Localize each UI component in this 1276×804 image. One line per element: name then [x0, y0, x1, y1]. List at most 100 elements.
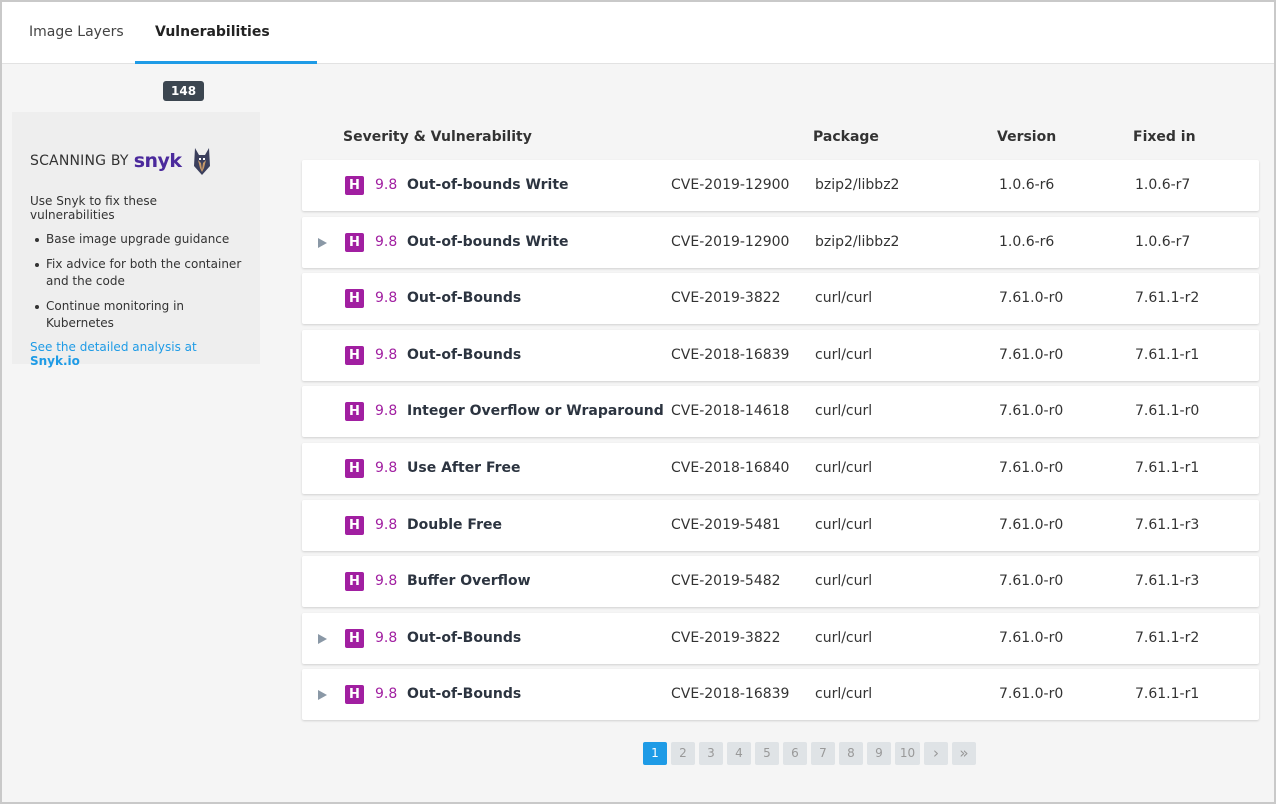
- fixed-in: 7.61.1-r1: [1135, 686, 1200, 703]
- snyk-panel: SCANNING BY snyk Use Snyk to fix these vu…: [12, 112, 260, 368]
- fixed-in: 1.0.6-r7: [1135, 177, 1191, 193]
- intro-text: Use Snyk to fix these vulnerabilities: [30, 194, 157, 222]
- fixed-in: 7.61.1-r0: [1135, 403, 1200, 420]
- header-fixed-in[interactable]: Fixed in: [1133, 129, 1196, 145]
- cve-id: CVE-2019-12900: [671, 177, 790, 193]
- tab-label: Vulnerabilities: [155, 24, 270, 40]
- cvss-score: 9.8: [375, 573, 398, 590]
- page-8-button[interactable]: 8: [839, 742, 863, 765]
- page-5-button[interactable]: 5: [755, 742, 779, 765]
- last-page-button[interactable]: »: [952, 742, 976, 765]
- version: 7.61.0-r0: [999, 516, 1064, 533]
- vulnerability-row[interactable]: H 9.8 Out-of-Bounds CVE-2019-3822 curl/c…: [302, 612, 1259, 664]
- cvss-score: 9.8: [375, 290, 398, 307]
- link-text: See the detailed analysis at: [30, 340, 197, 354]
- vulnerability-name[interactable]: Use After Free: [407, 460, 521, 476]
- page-2-button[interactable]: 2: [671, 742, 695, 765]
- vulnerability-name[interactable]: Integer Overflow or Wraparound: [407, 403, 664, 420]
- tab-vulnerabilities[interactable]: Vulnerabilities 148: [135, 2, 317, 101]
- version: 7.61.0-r0: [999, 290, 1064, 307]
- cvss-score: 9.8: [375, 629, 398, 646]
- cvss-score: 9.8: [375, 177, 398, 193]
- page-6-button[interactable]: 6: [783, 742, 807, 765]
- snyk-analysis-link[interactable]: See the detailed analysis at Snyk.io: [30, 340, 242, 368]
- header-severity[interactable]: Severity & Vulnerability: [343, 129, 532, 145]
- vulnerability-name[interactable]: Out-of-Bounds: [407, 346, 522, 363]
- package-name: curl/curl: [815, 629, 873, 646]
- vulnerability-row[interactable]: H 9.8 Use After Free CVE-2018-16840 curl…: [302, 443, 1259, 494]
- tab-bar: Image Layers Vulnerabilities 148: [2, 2, 1274, 101]
- expand-arrow-icon[interactable]: [318, 633, 327, 644]
- page-1-button[interactable]: 1: [643, 742, 667, 765]
- page-9-button[interactable]: 9: [867, 742, 891, 765]
- vulnerability-name[interactable]: Out-of-Bounds: [407, 629, 522, 646]
- cve-id: CVE-2018-16840: [671, 460, 790, 476]
- vulnerability-name[interactable]: Out-of-bounds Write: [407, 177, 569, 193]
- page-4-button[interactable]: 4: [727, 742, 751, 765]
- cvss-score: 9.8: [375, 346, 398, 363]
- cve-id: CVE-2019-12900: [671, 233, 790, 250]
- severity-badge: H: [345, 459, 364, 478]
- expand-arrow-icon[interactable]: [318, 690, 327, 701]
- vulnerability-row[interactable]: H 9.8 Buffer Overflow CVE-2019-5482 curl…: [302, 556, 1259, 608]
- version: 7.61.0-r0: [999, 460, 1064, 476]
- vulnerability-row[interactable]: H 9.8 Out-of-bounds Write CVE-2019-12900…: [302, 160, 1259, 211]
- vulnerability-row[interactable]: H 9.8 Double Free CVE-2019-5481 curl/cur…: [302, 499, 1259, 551]
- header-package[interactable]: Package: [813, 129, 879, 145]
- tab-label: Image Layers: [29, 24, 124, 40]
- fixed-in: 7.61.1-r3: [1135, 516, 1200, 533]
- benefit-item: Fix advice for both the container and th…: [30, 256, 242, 290]
- vulnerability-row[interactable]: H 9.8 Out-of-Bounds CVE-2018-16839 curl/…: [302, 669, 1259, 721]
- package-name: bzip2/libbz2: [815, 233, 900, 250]
- package-name: curl/curl: [815, 290, 873, 307]
- severity-badge: H: [345, 515, 364, 535]
- vulnerability-name[interactable]: Buffer Overflow: [407, 573, 531, 590]
- version: 1.0.6-r6: [999, 177, 1055, 193]
- vulnerability-name[interactable]: Out-of-bounds Write: [407, 233, 569, 250]
- page-10-button[interactable]: 10: [895, 742, 920, 765]
- cvss-score: 9.8: [375, 403, 398, 420]
- link-bold: Snyk.io: [30, 354, 80, 368]
- vulnerability-row[interactable]: H 9.8 Out-of-Bounds CVE-2018-16839 curl/…: [302, 329, 1259, 381]
- severity-badge: H: [345, 232, 364, 252]
- pagination: 1 2 3 4 5 6 7 8 9 10 ›»: [643, 742, 976, 765]
- cve-id: CVE-2018-16839: [671, 346, 790, 363]
- severity-badge: H: [345, 628, 364, 648]
- header-version[interactable]: Version: [997, 129, 1057, 145]
- vulnerability-row[interactable]: H 9.8 Out-of-bounds Write CVE-2019-12900…: [302, 216, 1259, 268]
- severity-badge: H: [345, 176, 364, 195]
- benefit-item: Continue monitoring in Kubernetes: [30, 298, 242, 332]
- severity-badge: H: [345, 572, 364, 592]
- cve-id: CVE-2019-3822: [671, 290, 781, 307]
- vulnerability-row[interactable]: H 9.8 Integer Overflow or Wraparound CVE…: [302, 386, 1259, 438]
- expand-arrow-icon[interactable]: [318, 237, 327, 248]
- count-badge: 148: [163, 81, 205, 101]
- cve-id: CVE-2018-16839: [671, 686, 790, 703]
- snyk-logo: snyk: [133, 150, 182, 172]
- version: 7.61.0-r0: [999, 346, 1064, 363]
- benefit-item: Base image upgrade guidance: [30, 231, 242, 248]
- tab-image-layers[interactable]: Image Layers: [29, 2, 124, 64]
- vulnerability-name[interactable]: Double Free: [407, 516, 502, 533]
- next-page-button[interactable]: ›: [924, 742, 948, 765]
- fixed-in: 7.61.1-r2: [1135, 290, 1200, 307]
- package-name: curl/curl: [815, 346, 873, 363]
- scanning-by-heading: SCANNING BY snyk: [30, 146, 242, 176]
- severity-badge: H: [345, 685, 364, 705]
- version: 1.0.6-r6: [999, 233, 1055, 250]
- version: 7.61.0-r0: [999, 686, 1064, 703]
- cve-id: CVE-2019-3822: [671, 629, 781, 646]
- page-3-button[interactable]: 3: [699, 742, 723, 765]
- fixed-in: 7.61.1-r2: [1135, 629, 1200, 646]
- package-name: curl/curl: [815, 573, 873, 590]
- package-name: bzip2/libbz2: [815, 177, 900, 193]
- vulnerability-name[interactable]: Out-of-Bounds: [407, 290, 522, 307]
- fixed-in: 1.0.6-r7: [1135, 233, 1191, 250]
- page-7-button[interactable]: 7: [811, 742, 835, 765]
- cvss-score: 9.8: [375, 233, 398, 250]
- version: 7.61.0-r0: [999, 629, 1064, 646]
- severity-badge: H: [345, 345, 364, 365]
- vulnerability-row[interactable]: H 9.8 Out-of-Bounds CVE-2019-3822 curl/c…: [302, 273, 1259, 325]
- vulnerability-name[interactable]: Out-of-Bounds: [407, 686, 522, 703]
